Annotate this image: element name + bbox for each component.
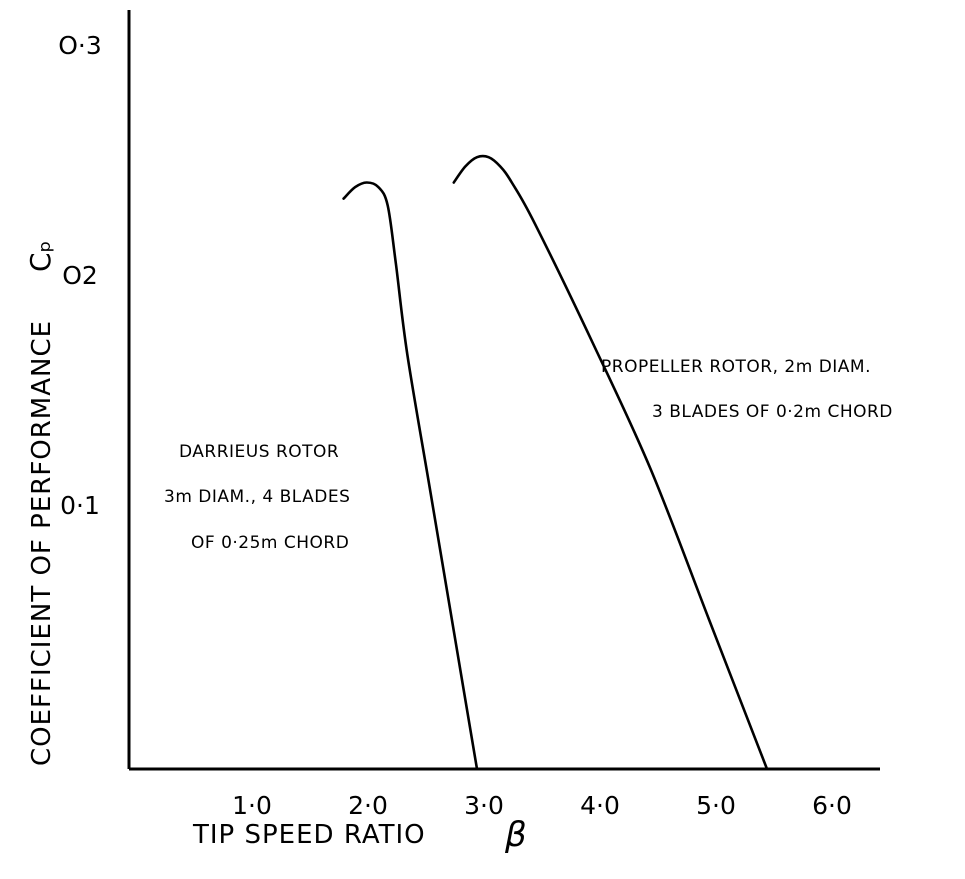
x-tick-label: 4·0 [580,791,620,820]
annotation-darrieus-line: 3m DIAM., 4 BLADES [164,487,350,507]
annotation-darrieus-line: OF 0·25m CHORD [191,533,349,553]
x-axis-symbol: β [504,815,527,855]
series-line-propeller [452,154,769,771]
x-tick-label: 2·0 [348,791,388,820]
x-tick-label: 3·0 [464,791,504,820]
series-line-darrieus [342,181,479,771]
x-axis-title: TIP SPEED RATIO [192,820,426,850]
annotation-propeller-line: 3 BLADES OF 0·2m CHORD [652,402,893,422]
y-axis-symbol: Cₚ [24,240,57,272]
annotation-propeller: PROPELLER ROTOR, 2m DIAM. 3 BLADES OF 0·… [601,357,893,422]
x-tick-label: 5·0 [696,791,736,820]
x-tick-label: 6·0 [812,791,852,820]
annotation-darrieus: DARRIEUS ROTOR 3m DIAM., 4 BLADES OF 0·2… [164,442,350,553]
annotation-darrieus-line: DARRIEUS ROTOR [179,442,339,462]
y-tick-label: O·3 [58,31,102,60]
y-tick-label: 0·1 [60,491,100,520]
x-tick-label: 1·0 [232,791,272,820]
annotation-propeller-line: PROPELLER ROTOR, 2m DIAM. [601,357,871,377]
y-tick-label: O2 [62,261,98,290]
y-axis-title: COEFFICIENT OF PERFORMANCE [27,320,57,766]
